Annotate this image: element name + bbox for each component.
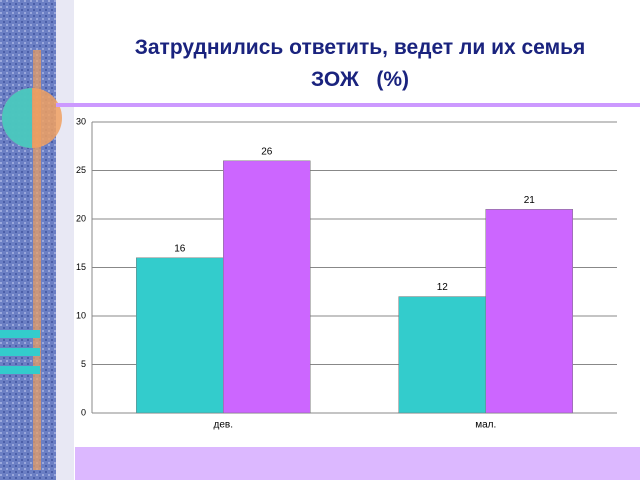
data-label: 12 <box>437 282 449 293</box>
x-tick-label: дев. <box>214 420 234 431</box>
y-tick-label: 20 <box>76 213 86 223</box>
y-tick-label: 5 <box>81 359 86 369</box>
bar <box>223 160 311 414</box>
data-label: 16 <box>174 243 186 254</box>
chart-title: Затруднились ответить, ведет ли их семья… <box>134 36 592 91</box>
bar <box>398 296 486 414</box>
bar <box>485 209 573 414</box>
data-label: 21 <box>524 195 536 206</box>
y-tick-label: 30 <box>76 116 86 126</box>
y-tick-label: 15 <box>76 262 86 272</box>
y-tick-label: 0 <box>81 407 86 417</box>
y-tick-label: 10 <box>76 310 86 320</box>
data-label: 26 <box>261 146 273 157</box>
bar <box>136 257 224 414</box>
x-tick-label: мал. <box>475 420 496 431</box>
y-tick-label: 25 <box>76 165 86 175</box>
